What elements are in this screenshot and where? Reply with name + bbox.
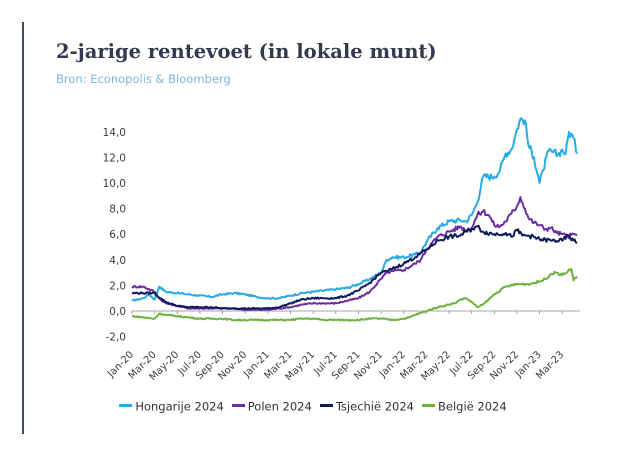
series-line-4 [132,267,578,322]
legend-label: Hongarije 2024 [135,399,224,414]
y-tick-label: 14,0 [103,127,126,139]
series-line-3 [131,224,578,310]
y-tick-label: 10,0 [103,178,126,190]
legend-label: België 2024 [438,399,507,414]
legend-swatch [231,404,245,407]
legend-item: Hongarije 2024 [119,399,224,414]
legend-label: Polen 2024 [247,399,312,414]
legend-swatch [319,404,333,407]
page-title: 2-jarige rentevoet (in lokale munt) [56,40,437,63]
y-tick-label: 0,0 [109,306,126,318]
legend-item: Polen 2024 [231,399,312,414]
series-line-2 [131,196,578,312]
source-subtitle: Bron: Econopolis & Bloomberg [56,72,231,86]
chart-legend: Hongarije 2024 Polen 2024 Tsjechië 2024 Bel… [0,399,626,414]
legend-swatch [119,404,133,407]
legend-label: Tsjechië 2024 [335,399,414,414]
legend-swatch [422,404,435,407]
legend-item: Tsjechië 2024 [319,399,414,414]
legend-item: België 2024 [422,399,507,414]
y-tick-label: 4,0 [109,255,126,267]
y-tick-label: 8,0 [109,204,126,216]
y-tick-label: 12,0 [103,152,126,164]
y-tick-label: 6,0 [109,229,126,241]
series-line-1 [131,117,578,302]
y-tick-label: -2,0 [106,332,127,344]
y-tick-label: 2,0 [109,280,126,292]
accent-bar [22,22,24,434]
